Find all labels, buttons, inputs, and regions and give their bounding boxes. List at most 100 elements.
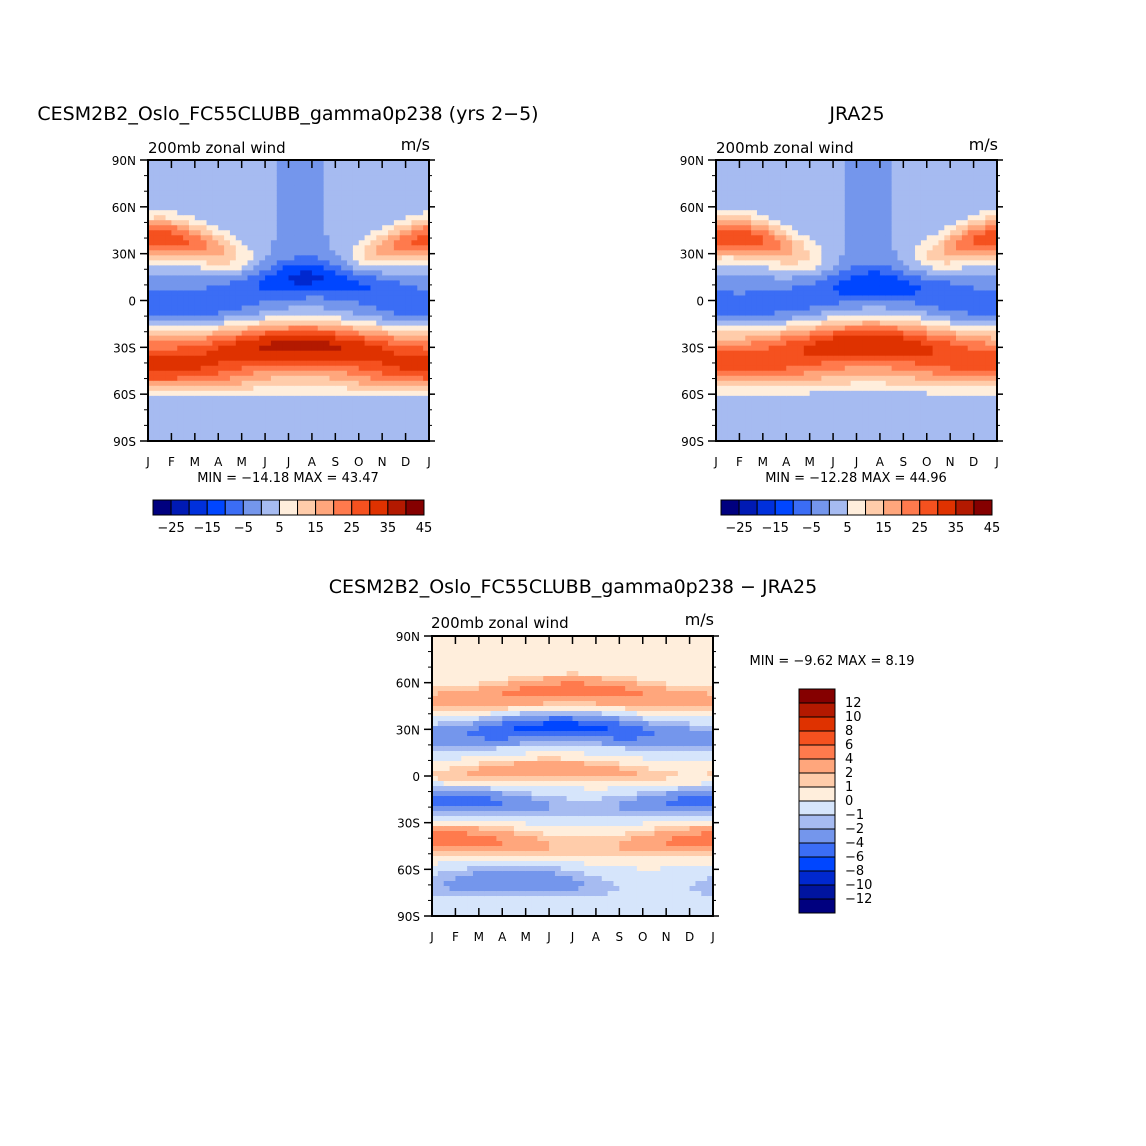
field-cell: [288, 195, 295, 201]
field-cell: [194, 270, 202, 277]
field-cell: [376, 230, 383, 236]
field-cell: [786, 245, 793, 251]
field-cell: [423, 380, 430, 387]
field-cell: [247, 385, 254, 392]
field-cell: [915, 295, 922, 302]
field-cell: [827, 390, 834, 397]
field-cell: [879, 265, 887, 271]
field-cell: [862, 280, 869, 287]
field-cell: [838, 350, 846, 357]
field-cell: [382, 260, 389, 266]
field-cell: [821, 365, 828, 372]
field-cell: [399, 365, 407, 372]
field-cell: [171, 380, 178, 387]
field-cell: [311, 435, 319, 442]
field-cell: [815, 340, 822, 347]
field-cell: [212, 180, 219, 186]
field-cell: [879, 200, 887, 206]
field-cell: [768, 330, 776, 337]
field-cell: [288, 365, 295, 372]
field-cell: [358, 400, 366, 407]
field-cell: [159, 245, 167, 251]
field-cell: [844, 180, 852, 186]
field-cell: [194, 380, 202, 387]
field-cell: [194, 235, 202, 241]
field-cell: [797, 170, 805, 176]
field-cell: [850, 285, 858, 292]
field-cell: [224, 250, 231, 256]
field-cell: [241, 280, 249, 287]
field-cell: [200, 280, 208, 287]
field-cell: [833, 235, 840, 241]
field-cell: [786, 320, 793, 327]
field-cell: [393, 320, 401, 327]
field-cell: [288, 375, 295, 382]
field-cell: [727, 370, 735, 377]
field-cell: [862, 175, 869, 181]
field-cell: [751, 270, 758, 277]
field-cell: [194, 390, 202, 397]
field-cell: [265, 280, 272, 287]
field-cell: [797, 350, 805, 357]
field-cell: [774, 175, 781, 181]
field-cell: [856, 335, 863, 342]
field-cell: [393, 195, 401, 201]
field-cell: [411, 240, 418, 246]
field-cell: [745, 310, 752, 317]
field-cell: [229, 205, 237, 211]
field-cell: [247, 195, 254, 201]
field-cell: [768, 435, 776, 442]
field-cell: [218, 350, 225, 357]
field-cell: [780, 210, 787, 216]
field-cell: [423, 430, 430, 437]
field-cell: [347, 290, 354, 297]
field-cell: [891, 195, 899, 201]
field-cell: [932, 335, 940, 342]
field-cell: [270, 280, 278, 287]
field-cell: [780, 330, 787, 337]
field-cell: [405, 300, 413, 307]
field-cell: [188, 390, 196, 397]
field-cell: [153, 160, 161, 166]
field-cell: [194, 280, 202, 287]
field-cell: [733, 160, 741, 166]
field-cell: [282, 170, 290, 176]
field-cell: [253, 275, 260, 282]
field-cell: [762, 280, 770, 287]
field-cell: [792, 370, 799, 377]
field-cell: [786, 165, 793, 171]
field-cell: [329, 180, 336, 186]
field-cell: [306, 250, 313, 256]
field-cell: [159, 230, 167, 236]
field-cell: [739, 230, 746, 236]
field-cell: [265, 375, 272, 382]
field-cell: [388, 390, 395, 397]
field-cell: [153, 325, 161, 332]
field-cell: [229, 340, 237, 347]
field-cell: [165, 210, 173, 216]
field-cell: [159, 290, 167, 297]
field-cell: [200, 350, 208, 357]
field-cell: [417, 285, 424, 292]
field-cell: [745, 160, 752, 166]
field-cell: [721, 250, 729, 256]
field-cell: [194, 370, 202, 377]
field-cell: [148, 390, 155, 397]
field-cell: [153, 420, 161, 427]
field-cell: [815, 195, 822, 201]
field-cell: [212, 385, 219, 392]
field-cell: [803, 210, 811, 216]
field-cell: [306, 230, 313, 236]
field-cell: [382, 210, 389, 216]
field-cell: [188, 410, 196, 417]
field-cell: [727, 180, 735, 186]
field-cell: [405, 220, 413, 226]
field-cell: [751, 380, 758, 387]
field-cell: [282, 265, 290, 271]
field-cell: [399, 175, 407, 181]
field-cell: [376, 185, 383, 191]
field-cell: [335, 385, 342, 392]
field-cell: [311, 210, 319, 216]
field-cell: [926, 415, 934, 422]
field-cell: [932, 250, 940, 256]
